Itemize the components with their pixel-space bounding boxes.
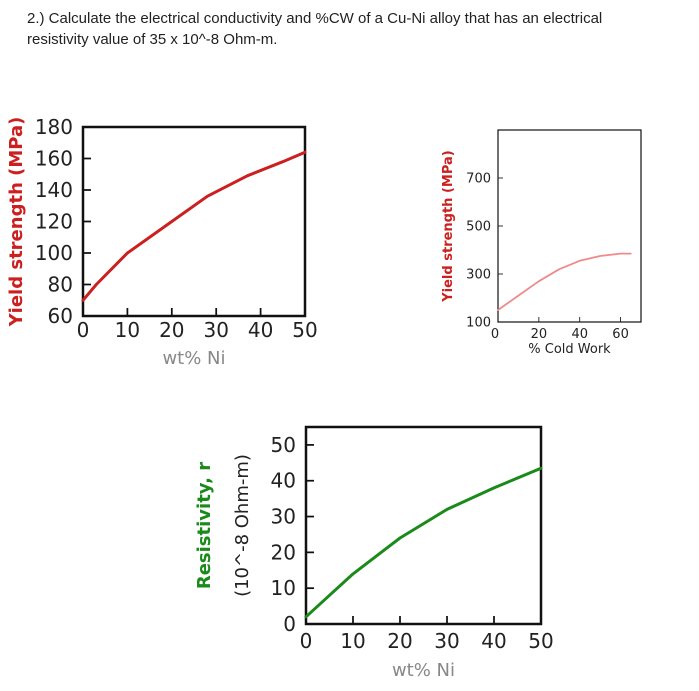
- x-tick-label: 0: [300, 629, 313, 653]
- series-line-0: [304, 466, 543, 619]
- x-axis-title: wt% Ni: [392, 660, 455, 681]
- plot-frame: [304, 425, 543, 626]
- x-tick-label: 40: [481, 629, 506, 653]
- question-line-2: resistivity value of 35 x 10^-8 Ohm-m.: [27, 31, 278, 48]
- x-tick-label: 10: [340, 629, 365, 653]
- y-axis-title: Yield strength (MPa): [441, 150, 456, 302]
- y-tick-label: 50: [271, 433, 296, 457]
- question-line-1: 2.) Calculate the electrical conductivit…: [27, 10, 603, 27]
- y-tick-label: 100: [466, 316, 491, 331]
- y-tick-label: 180: [35, 115, 73, 139]
- x-tick-label: 40: [248, 318, 273, 342]
- y-tick-label: 40: [271, 469, 296, 493]
- y-axis-unit-label: (10^-8 Ohm-m): [232, 454, 253, 597]
- series-line-0: [497, 252, 632, 311]
- x-tick-label: 0: [491, 327, 499, 342]
- x-tick-label: 0: [77, 318, 90, 342]
- y-tick-label: 160: [35, 147, 73, 171]
- y-tick-label: 700: [466, 172, 491, 187]
- y-tick-label: 500: [466, 220, 491, 235]
- y-tick-label: 80: [48, 273, 73, 297]
- y-axis-title: Resistivity, r: [194, 462, 215, 589]
- y-tick-label: 120: [35, 210, 73, 234]
- y-tick-label: 30: [271, 505, 296, 529]
- x-tick-label: 50: [292, 318, 317, 342]
- x-axis-title: wt% Ni: [162, 348, 225, 369]
- x-tick-label: 10: [115, 318, 140, 342]
- y-tick-label: 10: [271, 576, 296, 600]
- x-tick-label: 20: [159, 318, 184, 342]
- x-tick-label: 30: [434, 629, 459, 653]
- y-tick-label: 0: [283, 612, 296, 636]
- y-tick-label: 300: [466, 268, 491, 283]
- x-tick-label: 20: [387, 629, 412, 653]
- x-tick-label: 50: [528, 629, 553, 653]
- x-tick-label: 20: [531, 327, 548, 342]
- series-line-0: [81, 150, 307, 302]
- y-tick-label: 100: [35, 241, 73, 265]
- y-tick-label: 140: [35, 178, 73, 202]
- x-axis-title: % Cold Work: [528, 342, 611, 357]
- y-tick-label: 60: [48, 304, 73, 328]
- question-text: 2.) Calculate the electrical conductivit…: [27, 8, 687, 50]
- x-tick-label: 30: [203, 318, 228, 342]
- y-tick-label: 20: [271, 540, 296, 564]
- x-tick-label: 60: [612, 327, 629, 342]
- x-tick-label: 40: [571, 327, 588, 342]
- y-axis-title: Yield strength (MPa): [6, 117, 27, 328]
